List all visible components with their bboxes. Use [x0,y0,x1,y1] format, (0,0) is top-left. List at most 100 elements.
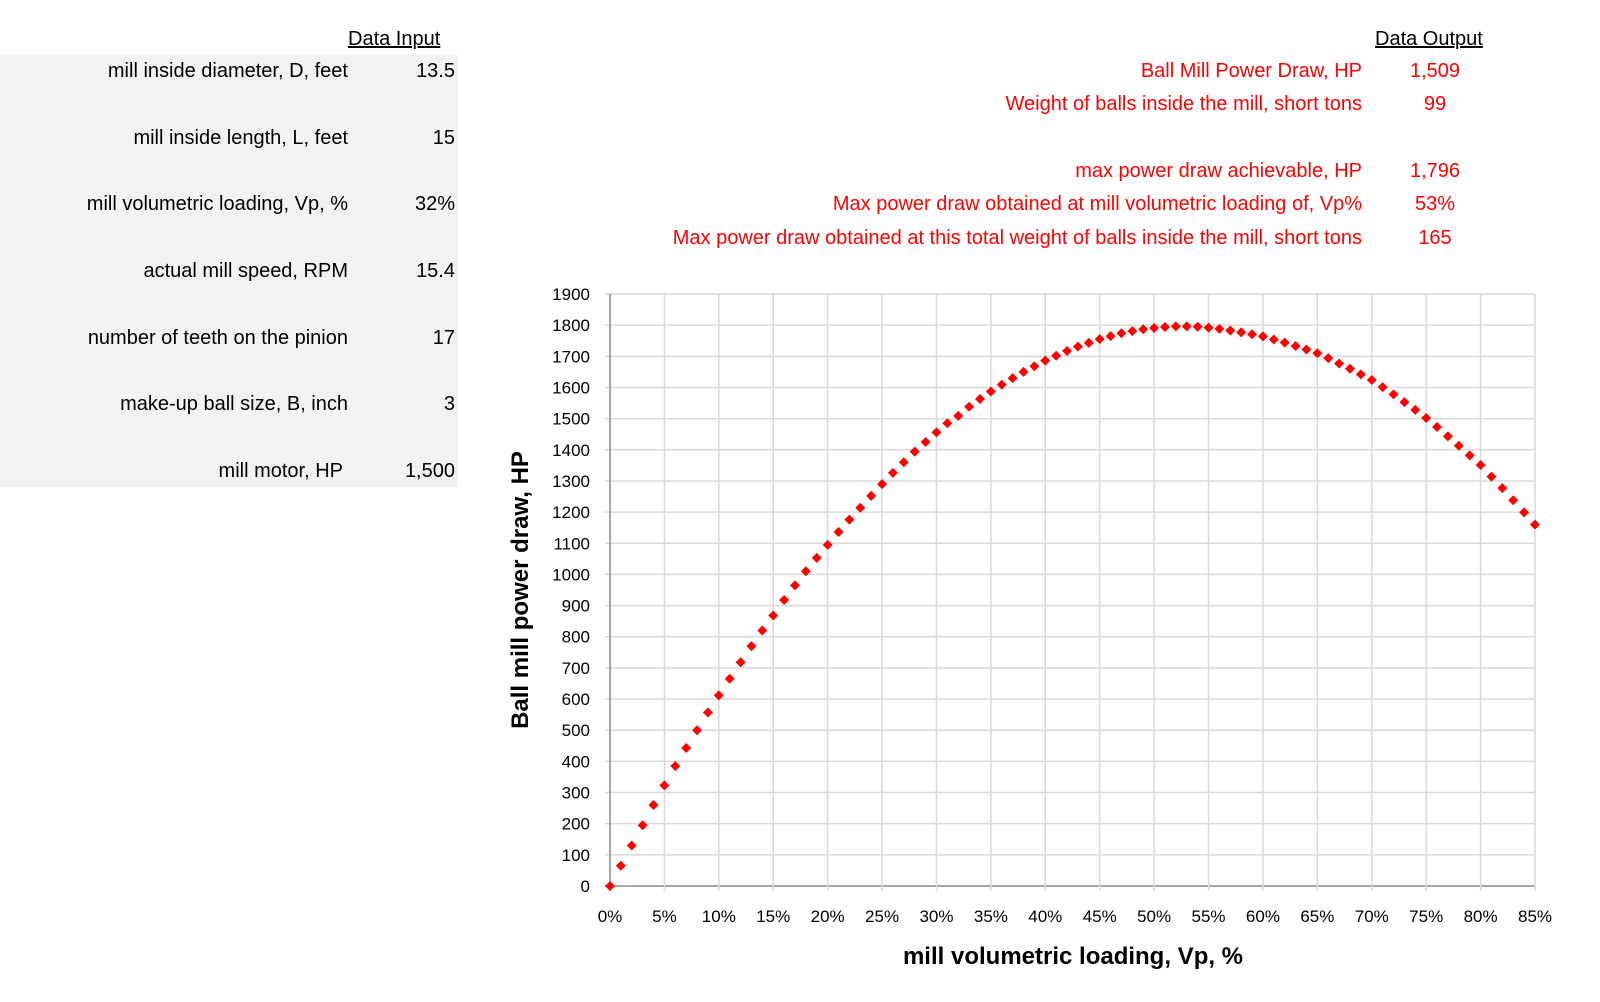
y-tick-label: 100 [562,846,590,865]
input-row: mill volumetric loading, Vp, % 32% [0,193,458,223]
data-point [1399,397,1410,408]
input-label: mill inside diameter, D, feet [107,60,348,82]
x-tick-label: 5% [652,907,677,926]
y-axis-title: Ball mill power draw, HP [507,451,534,729]
data-point [1170,321,1181,332]
data-point [996,379,1007,390]
data-point [768,610,779,621]
x-tick-label: 50% [1137,907,1171,926]
y-tick-label: 1500 [552,410,590,429]
y-tick-label: 200 [562,815,590,834]
data-point [964,401,975,412]
data-point [800,566,811,577]
data-point [887,467,898,478]
data-point [1062,346,1073,357]
data-point [1105,331,1116,342]
data-point [1214,323,1225,334]
data-point [724,673,735,684]
data-point [1453,440,1464,451]
x-tick-label: 80% [1464,907,1498,926]
data-point [1116,328,1127,339]
data-point [1160,322,1170,333]
input-value-cell[interactable]: 13.5 [416,60,455,82]
output-row: Max power draw obtained at mill volumetr… [500,193,1580,223]
data-point [1388,389,1399,400]
data-point [953,410,964,421]
data-point [1051,350,1062,361]
data-point [1040,355,1051,366]
data-point [702,707,713,718]
data-point [931,427,942,438]
data-point [790,580,800,591]
input-value-cell[interactable]: 15 [432,127,455,149]
y-tick-label: 300 [562,784,590,803]
output-label: Max power draw obtained at mill volumetr… [832,193,1362,215]
y-tick-label: 800 [562,628,590,647]
y-tick-label: 1700 [552,347,590,366]
data-point [735,657,746,668]
data-point [1421,413,1432,424]
x-tick-label: 45% [1083,907,1117,926]
data-point [1334,358,1345,369]
input-row: actual mill speed, RPM 15.4 [0,260,458,290]
output-label: Max power draw obtained at this total we… [672,227,1362,249]
input-value-cell[interactable]: 3 [443,393,455,415]
data-point [1355,369,1366,380]
data-output-header: Data Output [1375,28,1483,50]
data-point [1279,337,1290,348]
x-tick-label: 25% [865,907,899,926]
x-tick-label: 10% [702,907,736,926]
data-point [920,437,931,447]
y-tick-label: 1300 [552,472,590,491]
data-point [1301,344,1312,355]
data-point [746,641,757,652]
y-tick-label: 1900 [552,285,590,304]
y-tick-label: 1800 [552,316,590,335]
data-point [833,527,844,538]
data-point [605,881,615,891]
y-tick-label: 1000 [552,565,590,584]
input-row: make-up ball size, B, inch 3 [0,393,458,423]
x-tick-label: 70% [1355,907,1389,926]
y-tick-label: 700 [562,659,590,678]
data-point [1345,363,1355,374]
data-point [1018,366,1029,377]
data-point [1257,331,1268,342]
data-point [985,386,996,397]
data-point [1029,361,1040,372]
y-tick-label: 500 [562,721,590,740]
data-point [1225,325,1236,336]
data-point [822,539,833,550]
input-value-cell[interactable]: 32% [414,193,455,215]
data-input-header: Data Input [348,28,441,50]
data-point [626,840,637,851]
output-row: Ball Mill Power Draw, HP 1,509 [500,60,1580,90]
data-point [1203,322,1214,333]
output-row: max power draw achievable, HP 1,796 [500,160,1580,190]
input-row: mill motor, HP 1,500 [0,460,458,490]
data-point [648,799,659,810]
y-tick-label: 1100 [553,534,590,553]
x-tick-label: 30% [919,907,953,926]
data-point [855,502,866,513]
data-point [975,394,985,405]
input-label: make-up ball size, B, inch [120,393,348,415]
data-point [909,446,920,457]
output-row: Max power draw obtained at this total we… [500,227,1580,257]
data-point [637,820,648,831]
input-value-cell[interactable]: 17 [432,327,455,349]
input-value-cell[interactable]: 1,500 [404,460,455,482]
data-point [1083,337,1094,348]
data-point [779,594,790,605]
data-point [1007,373,1018,384]
input-label: number of teeth on the pinion [87,327,348,349]
data-point [1072,341,1083,352]
data-point [1247,329,1258,340]
data-point [1127,326,1138,337]
input-value-cell[interactable]: 15.4 [416,260,455,282]
x-tick-label: 15% [756,907,790,926]
data-point [1486,471,1497,482]
output-value: 165 [1418,227,1452,249]
data-point [1138,324,1149,335]
